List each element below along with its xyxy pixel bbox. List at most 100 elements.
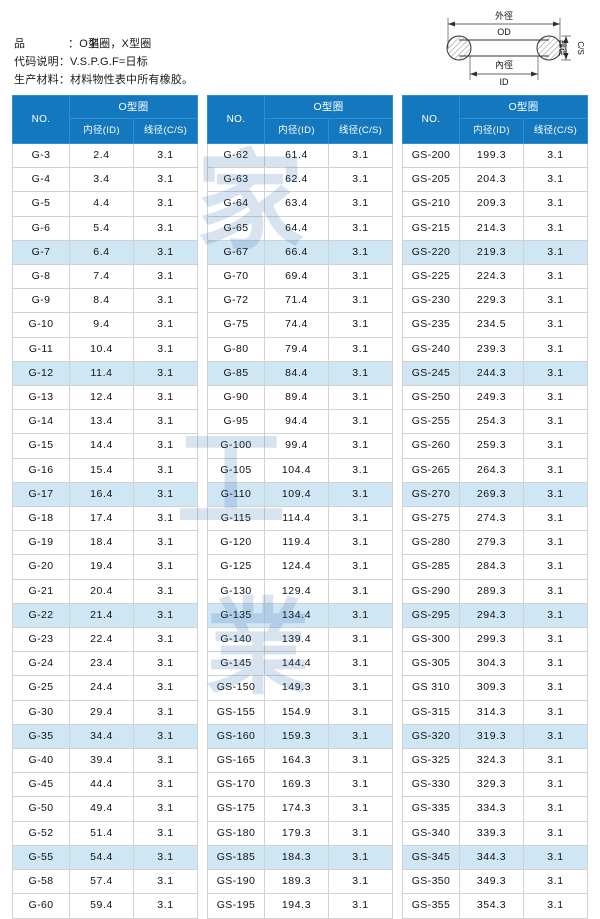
header-inner-diameter: 内径(ID)	[69, 118, 134, 144]
table-row: GS-270 269.3 3.1	[402, 481, 588, 508]
cell-inner-diameter: 149.3	[264, 675, 329, 701]
table-row: G-64 63.4 3.1	[207, 191, 393, 217]
cell-inner-diameter: 94.4	[264, 409, 329, 435]
table-row: GS-320 319.3 3.1	[402, 723, 588, 750]
cell-cross-section: 3.1	[328, 554, 393, 580]
table-row: G-62 61.4 3.1	[207, 142, 393, 169]
header-row-top: NO. O型圈	[12, 95, 198, 144]
table-row: GS-305 304.3 3.1	[402, 651, 588, 677]
table-row: GS-180 179.3 3.1	[207, 820, 393, 846]
table-row: GS-265 264.3 3.1	[402, 457, 588, 483]
cell-no: G-10	[12, 312, 70, 338]
table-row: G-12 11.4 3.1	[12, 360, 198, 387]
cell-inner-diameter: 63.4	[264, 191, 329, 217]
table-row: GS-350 349.3 3.1	[402, 869, 588, 895]
cell-no: G-9	[12, 288, 70, 314]
table-row: G-25 24.4 3.1	[12, 675, 198, 701]
table-row: G-10 9.4 3.1	[12, 312, 198, 338]
table-row: G-5 4.4 3.1	[12, 191, 198, 217]
table-row: G-40 39.4 3.1	[12, 748, 198, 774]
cell-cross-section: 3.1	[523, 699, 588, 725]
cell-cross-section: 3.1	[523, 215, 588, 241]
cell-inner-diameter: 19.4	[69, 554, 134, 580]
table-row: GS-315 314.3 3.1	[402, 699, 588, 725]
cell-no: G-15	[12, 433, 70, 459]
table-row: G-67 66.4 3.1	[207, 239, 393, 266]
cell-cross-section: 3.1	[523, 506, 588, 532]
cell-cross-section: 3.1	[523, 651, 588, 677]
cell-inner-diameter: 164.3	[264, 748, 329, 774]
table-row: G-130 129.4 3.1	[207, 578, 393, 604]
table-row: G-7 6.4 3.1	[12, 239, 198, 266]
cell-cross-section: 3.1	[133, 796, 198, 822]
spec-table-3-head: NO. O型圈 内径(ID) 线径(C/S)	[402, 95, 588, 144]
info-label-material: 生产材料	[14, 74, 59, 86]
cell-inner-diameter: 354.3	[459, 893, 524, 919]
cell-inner-diameter: 24.4	[69, 675, 134, 701]
cell-inner-diameter: 284.3	[459, 554, 524, 580]
cell-no: G-19	[12, 530, 70, 556]
cell-cross-section: 3.1	[523, 772, 588, 798]
header-row-sub: 内径(ID) 线径(C/S)	[13, 118, 198, 144]
cell-cross-section: 3.1	[133, 869, 198, 895]
cell-inner-diameter: 114.4	[264, 506, 329, 532]
svg-text:ID: ID	[500, 77, 510, 87]
cell-inner-diameter: 179.3	[264, 820, 329, 846]
cell-inner-diameter: 254.3	[459, 409, 524, 435]
cell-no: GS 310	[402, 675, 460, 701]
spec-table-1: NO. O型圈 内径(ID) 线径(C/S) G-3 2.4 3.1 G-4 3.4 3.…	[12, 95, 198, 919]
cell-inner-diameter: 264.3	[459, 457, 524, 483]
cell-cross-section: 3.1	[523, 893, 588, 919]
table-row: GS-230 229.3 3.1	[402, 288, 588, 314]
cell-cross-section: 3.1	[328, 288, 393, 314]
cell-inner-diameter: 199.3	[459, 142, 524, 169]
spec-tables-container: NO. O型圈 内径(ID) 线径(C/S) G-3 2.4 3.1 G-4 3.4 3.…	[0, 95, 600, 919]
cell-no: G-20	[12, 554, 70, 580]
cell-no: G-40	[12, 748, 70, 774]
cell-inner-diameter: 2.4	[69, 142, 134, 169]
cell-cross-section: 3.1	[133, 506, 198, 532]
cell-no: G-21	[12, 578, 70, 604]
cell-no: GS-265	[402, 457, 460, 483]
cell-no: G-3	[12, 142, 70, 169]
cell-cross-section: 3.1	[328, 264, 393, 290]
cell-cross-section: 3.1	[523, 554, 588, 580]
cell-cross-section: 3.1	[133, 651, 198, 677]
table-row: GS-215 214.3 3.1	[402, 215, 588, 241]
header-group: O型圈	[264, 95, 393, 119]
spec-table-1-body: G-3 2.4 3.1 G-4 3.4 3.1 G-5 4.4 3.1 G-6 5.4 3.1 G-7 6…	[12, 142, 198, 919]
spec-table-3: NO. O型圈 内径(ID) 线径(C/S) GS-200 199.3 3.1 GS-…	[402, 95, 588, 919]
cell-cross-section: 3.1	[523, 312, 588, 338]
cell-no: GS-355	[402, 893, 460, 919]
cell-inner-diameter: 189.3	[264, 869, 329, 895]
cell-cross-section: 3.1	[328, 312, 393, 338]
cell-inner-diameter: 18.4	[69, 530, 134, 556]
table-row: G-8 7.4 3.1	[12, 264, 198, 290]
cell-cross-section: 3.1	[133, 360, 198, 387]
cell-cross-section: 3.1	[133, 675, 198, 701]
cell-no: GS-230	[402, 288, 460, 314]
info-line-product-name: 品 名：O型圈，X型圈	[14, 36, 193, 53]
svg-text:C/S: C/S	[576, 41, 585, 54]
table-row: G-19 18.4 3.1	[12, 530, 198, 556]
cell-inner-diameter: 89.4	[264, 385, 329, 411]
cell-inner-diameter: 329.3	[459, 772, 524, 798]
table-row: G-23 22.4 3.1	[12, 627, 198, 653]
table-row: G-20 19.4 3.1	[12, 554, 198, 580]
info-value-code-description: V.S.P.G.F=日标	[70, 56, 148, 68]
cell-cross-section: 3.1	[523, 288, 588, 314]
cell-cross-section: 3.1	[133, 264, 198, 290]
cell-cross-section: 3.1	[133, 627, 198, 653]
table-row: GS 310 309.3 3.1	[402, 675, 588, 701]
cell-cross-section: 3.1	[523, 820, 588, 846]
cell-inner-diameter: 244.3	[459, 360, 524, 387]
cell-no: GS-200	[402, 142, 460, 169]
cell-cross-section: 3.1	[523, 142, 588, 169]
cell-cross-section: 3.1	[523, 433, 588, 459]
cell-no: G-25	[12, 675, 70, 701]
cell-inner-diameter: 7.4	[69, 264, 134, 290]
table-row: G-16 15.4 3.1	[12, 457, 198, 483]
cell-no: G-45	[12, 772, 70, 798]
cell-cross-section: 3.1	[328, 699, 393, 725]
cell-no: G-12	[12, 360, 70, 387]
